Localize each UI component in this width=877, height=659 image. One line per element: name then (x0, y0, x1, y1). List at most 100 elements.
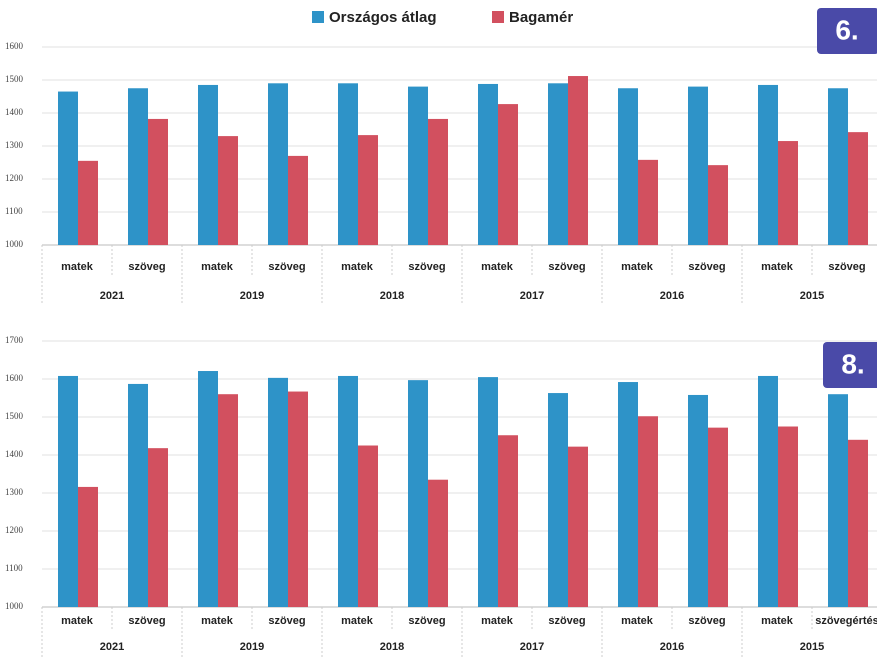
y-tick-label: 1300 (5, 140, 24, 150)
group-label: 2017 (520, 290, 544, 302)
bar (638, 416, 658, 607)
group-label: 2018 (380, 641, 404, 653)
group-label: 2019 (240, 641, 264, 653)
group-label: 2016 (660, 290, 684, 302)
x-tick-label: szöveg (128, 261, 165, 273)
bar (758, 84, 778, 245)
bar (148, 118, 168, 245)
bar (688, 86, 708, 245)
bar (708, 165, 728, 245)
bar (428, 118, 448, 245)
x-tick-label: szöveg (128, 615, 165, 627)
group-label: 2017 (520, 641, 544, 653)
group-label: 2019 (240, 290, 264, 302)
bar (268, 83, 288, 245)
group-label: 2015 (800, 290, 824, 302)
bar (148, 448, 168, 607)
x-tick-label: szöveg (408, 615, 445, 627)
group-label: 2021 (100, 641, 124, 653)
x-tick-label: szöveg (688, 261, 725, 273)
badge-box (823, 342, 877, 388)
bar (428, 479, 448, 607)
x-tick-label: matek (201, 261, 234, 273)
y-tick-label: 1500 (5, 74, 24, 84)
x-tick-label: matek (61, 615, 94, 627)
legend-swatch (492, 11, 504, 23)
x-tick-label: matek (621, 615, 654, 627)
x-tick-label: matek (481, 615, 514, 627)
x-tick-label: matek (761, 615, 794, 627)
x-tick-label: szöveg (828, 261, 865, 273)
bar (408, 86, 428, 245)
x-tick-label: matek (61, 261, 94, 273)
bar (478, 377, 498, 607)
bar (288, 155, 308, 245)
x-tick-label: matek (341, 261, 374, 273)
bar (498, 435, 518, 607)
bar (548, 83, 568, 245)
y-tick-label: 1400 (5, 449, 24, 459)
x-tick-label: szöveg (688, 615, 725, 627)
badge-box (817, 8, 877, 54)
bar (848, 132, 868, 245)
y-tick-label: 1500 (5, 411, 24, 421)
x-tick-label: szöveg (408, 261, 445, 273)
badge-label: 6. (835, 14, 858, 45)
bar (78, 160, 98, 245)
x-tick-label: matek (481, 261, 514, 273)
bar (408, 380, 428, 607)
y-tick-label: 1100 (5, 563, 23, 573)
x-tick-label: szöveg (548, 615, 585, 627)
x-tick-label: szöveg (268, 261, 305, 273)
bar (128, 88, 148, 245)
bar (498, 104, 518, 245)
y-tick-label: 1400 (5, 107, 24, 117)
y-tick-label: 1600 (5, 373, 24, 383)
bar (758, 375, 778, 607)
bar (848, 439, 868, 607)
group-label: 2016 (660, 641, 684, 653)
legend-label: Bagamér (509, 9, 573, 26)
group-label: 2015 (800, 641, 824, 653)
y-tick-label: 1000 (5, 239, 24, 249)
y-tick-label: 1200 (5, 173, 24, 183)
x-tick-label: matek (341, 615, 374, 627)
y-tick-label: 1300 (5, 487, 24, 497)
y-tick-label: 1200 (5, 525, 24, 535)
bar (618, 88, 638, 245)
bar (828, 88, 848, 245)
bar (358, 135, 378, 245)
bar (78, 486, 98, 607)
bar (268, 377, 288, 607)
bar (338, 83, 358, 245)
bar (478, 83, 498, 246)
bar (778, 141, 798, 245)
x-tick-label: matek (621, 261, 654, 273)
bar (198, 84, 218, 245)
bar (828, 394, 848, 607)
bar (338, 375, 358, 607)
y-tick-label: 1000 (5, 601, 24, 611)
bar (548, 393, 568, 607)
group-label: 2021 (100, 290, 124, 302)
bar (128, 383, 148, 607)
y-tick-label: 1100 (5, 206, 23, 216)
bar (218, 136, 238, 245)
x-tick-label: szöveg (548, 261, 585, 273)
bar (568, 446, 588, 607)
x-tick-label: szövegértés (815, 615, 877, 627)
bar (778, 426, 798, 607)
bar (288, 391, 308, 607)
legend-label: Országos átlag (329, 9, 437, 26)
x-tick-label: matek (761, 261, 794, 273)
bar (688, 394, 708, 607)
y-tick-label: 1600 (5, 41, 24, 51)
y-tick-label: 1700 (5, 335, 24, 345)
bar (638, 159, 658, 245)
bar (218, 394, 238, 607)
group-label: 2018 (380, 290, 404, 302)
bar (358, 445, 378, 607)
x-tick-label: matek (201, 615, 234, 627)
badge-label: 8. (841, 348, 864, 379)
